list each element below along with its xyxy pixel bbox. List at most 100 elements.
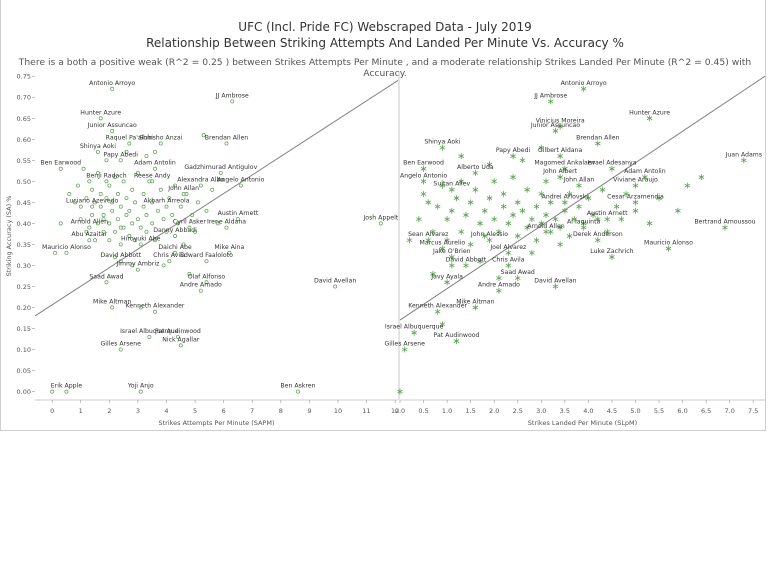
- panel1-point: [93, 200, 97, 205]
- panel2-point: [571, 216, 578, 223]
- dashboard-frame: UFC (Incl. Pride FC) Webscraped Data - J…: [0, 0, 766, 431]
- panel2-labeled-point: [547, 98, 554, 105]
- panel2-point-label: Cesar Arzamendia: [607, 193, 664, 200]
- panel1-point-label: Austin Arnett: [218, 210, 259, 217]
- panel1-point: [135, 170, 140, 175]
- panel2-point-label: David Abbott: [446, 256, 487, 263]
- panel2-point-label: Antonio Arroyo: [561, 80, 607, 87]
- panel2-point: [510, 174, 516, 181]
- panel1-x-tick-label: 8: [279, 407, 283, 415]
- y-tick-label: 0.40: [17, 220, 31, 228]
- panel2-point: [444, 237, 450, 244]
- panel1-point-label: Cyril Asker: [173, 219, 207, 226]
- panel2-labeled-point: [562, 165, 568, 172]
- panel2-point: [477, 258, 483, 265]
- panel1-labeled-point: [235, 217, 240, 222]
- panel2-point: [552, 216, 559, 223]
- panel2-point-label: Austin Arnett: [587, 210, 628, 217]
- panel2-labeled-point: [557, 153, 563, 160]
- panel1-point-label: Chris Avila: [153, 252, 186, 259]
- panel1-point: [187, 271, 192, 276]
- panel2-point: [514, 233, 521, 239]
- panel2-x-tick-label: 1.5: [465, 407, 475, 415]
- panel1-point: [144, 229, 149, 234]
- panel1-point: [135, 217, 140, 222]
- panel2-point-label: Papy Abedi: [496, 147, 531, 154]
- panel1-point-label: Hiroyuki Abe: [121, 235, 161, 242]
- panel1-point: [104, 158, 109, 163]
- panel2-point: [434, 203, 441, 210]
- panel2-point-label: Israel Adesanya: [587, 160, 636, 167]
- panel1-point: [164, 229, 169, 234]
- panel2-point: [406, 237, 413, 244]
- panel2-point: [439, 321, 446, 328]
- panel1-point: [144, 154, 149, 159]
- panel2-point: [632, 207, 639, 214]
- panel2-point: [684, 182, 691, 189]
- panel1-point: [127, 208, 132, 213]
- panel1-point-label: Pat Audinwood: [155, 328, 201, 335]
- panel2-point: [599, 186, 606, 193]
- panel1-labeled-point: [158, 141, 163, 146]
- panel1-point: [173, 183, 178, 188]
- panel2-point-label: Mike Altman: [456, 298, 494, 305]
- panel2-point: [590, 211, 596, 218]
- panel2-labeled-point: [448, 186, 455, 193]
- panel2-point: [533, 203, 540, 210]
- panel2-labeled-point: [580, 85, 587, 92]
- panel1-point-label: Irene Aldana: [207, 219, 246, 226]
- panel1-point: [113, 229, 117, 234]
- panel1-x-tick-label: 9: [307, 407, 311, 415]
- panel2-point-label: Vinicius Moreira: [536, 118, 585, 125]
- panel2-labeled-point: [434, 308, 441, 315]
- panel1-x-tick-label: 0: [50, 407, 54, 415]
- panel2-point-label: Andre Amado: [478, 282, 520, 289]
- y-tick-label: 0.55: [17, 157, 31, 165]
- panel2-point-label: Alberto Uda: [457, 164, 494, 171]
- panel1-labeled-point: [110, 128, 115, 133]
- panel1-point: [90, 187, 95, 192]
- panel2-point-label: Shinya Aoki: [424, 139, 460, 146]
- panel1-point-label: Arnold Allen: [71, 219, 108, 226]
- panel2-point: [448, 207, 455, 214]
- panel2-labeled-point: [505, 262, 512, 269]
- panel1-point: [124, 196, 129, 201]
- panel2-point-label: JJ Ambrose: [533, 92, 567, 99]
- panel1-point-label: Andre Amado: [180, 282, 222, 289]
- panel1-point: [73, 200, 77, 205]
- panel2-labeled-point: [609, 254, 615, 261]
- panel2-point-label: John Allan: [563, 177, 595, 184]
- panel1-point: [141, 191, 146, 196]
- panel2-labeled-point: [609, 165, 615, 172]
- panel2-point: [656, 195, 662, 202]
- panel2-x-tick-label: 2.0: [489, 407, 499, 415]
- panel1-point-label: Shinya Aoki: [80, 143, 116, 150]
- panel1-point: [153, 238, 157, 243]
- panel1-labeled-point: [90, 204, 95, 209]
- panel1-point: [118, 225, 123, 230]
- panel1-labeled-point: [173, 250, 178, 255]
- panel2-point: [557, 224, 563, 231]
- panel2-point: [453, 195, 460, 202]
- panel2-point: [698, 174, 705, 181]
- panel2-point: [425, 199, 432, 206]
- panel1-x-tick-label: 12: [391, 407, 399, 415]
- panel1-point: [133, 200, 137, 205]
- panel1-point: [115, 217, 120, 222]
- panel2-point: [472, 186, 479, 193]
- panel1-point: [161, 263, 166, 268]
- panel1-point: [101, 217, 106, 222]
- panel2-point: [397, 388, 403, 395]
- panel2-x-tick-label: 3.0: [536, 407, 546, 415]
- panel2-x-tick-label: 6.0: [677, 407, 687, 415]
- panel1-labeled-point: [127, 141, 132, 146]
- panel1-point: [110, 208, 115, 213]
- panel2-x-tick-label: 3.5: [560, 407, 570, 415]
- panel2-point: [576, 203, 582, 210]
- panel2-point: [500, 203, 507, 210]
- panel1-labeled-point: [64, 250, 69, 255]
- panel2-point: [467, 199, 474, 206]
- panel2-point: [519, 207, 526, 214]
- panel1-point-label: Angelo Antonio: [217, 177, 264, 184]
- panel1-labeled-point: [218, 170, 223, 175]
